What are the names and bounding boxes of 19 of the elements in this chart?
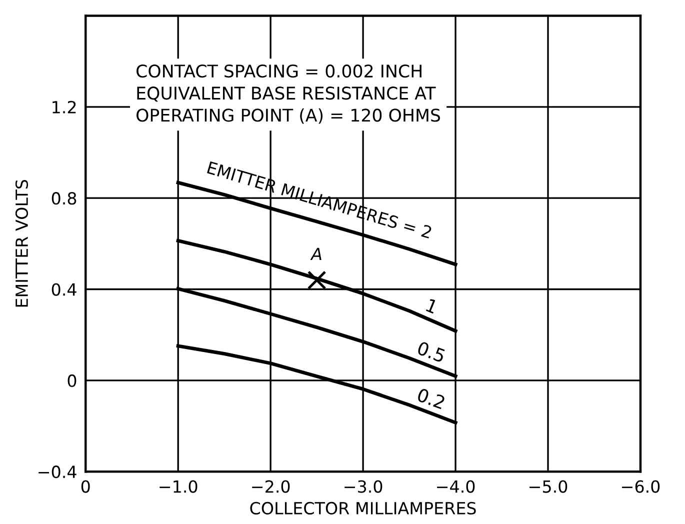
y-tick-label: −0.4	[38, 466, 76, 478]
x-tick-label: −4.0	[437, 480, 475, 493]
x-tick-label: −1.0	[160, 480, 198, 493]
text: 1	[426, 298, 438, 314]
x-tick-label: −3.0	[344, 480, 382, 493]
y-tick-label: 0.8	[52, 192, 76, 205]
x-tick-label: −6.0	[622, 480, 660, 493]
x-tick-label: −5.0	[530, 480, 568, 493]
y-tick-label: 0	[68, 374, 76, 387]
y-tick-label: 0.4	[52, 283, 76, 296]
text: 0.2	[416, 388, 446, 410]
x-tick-label: −2.0	[252, 480, 290, 493]
x-tick-label: 0	[81, 480, 90, 493]
y-tick-label: 1.2	[52, 100, 76, 114]
annotation: A	[310, 248, 322, 260]
text: 0.5	[416, 340, 446, 363]
annotation: CONTACT SPACING = 0.002 INCH EQUIVALENT BASE RESISTANCE AT OPERATING POINT (A) = 120 OHMS	[136, 64, 440, 124]
x-axis-title: COLLECTOR MILLIAMPERES	[250, 502, 476, 515]
y-axis-title: EMITTER VOLTS	[15, 180, 28, 307]
